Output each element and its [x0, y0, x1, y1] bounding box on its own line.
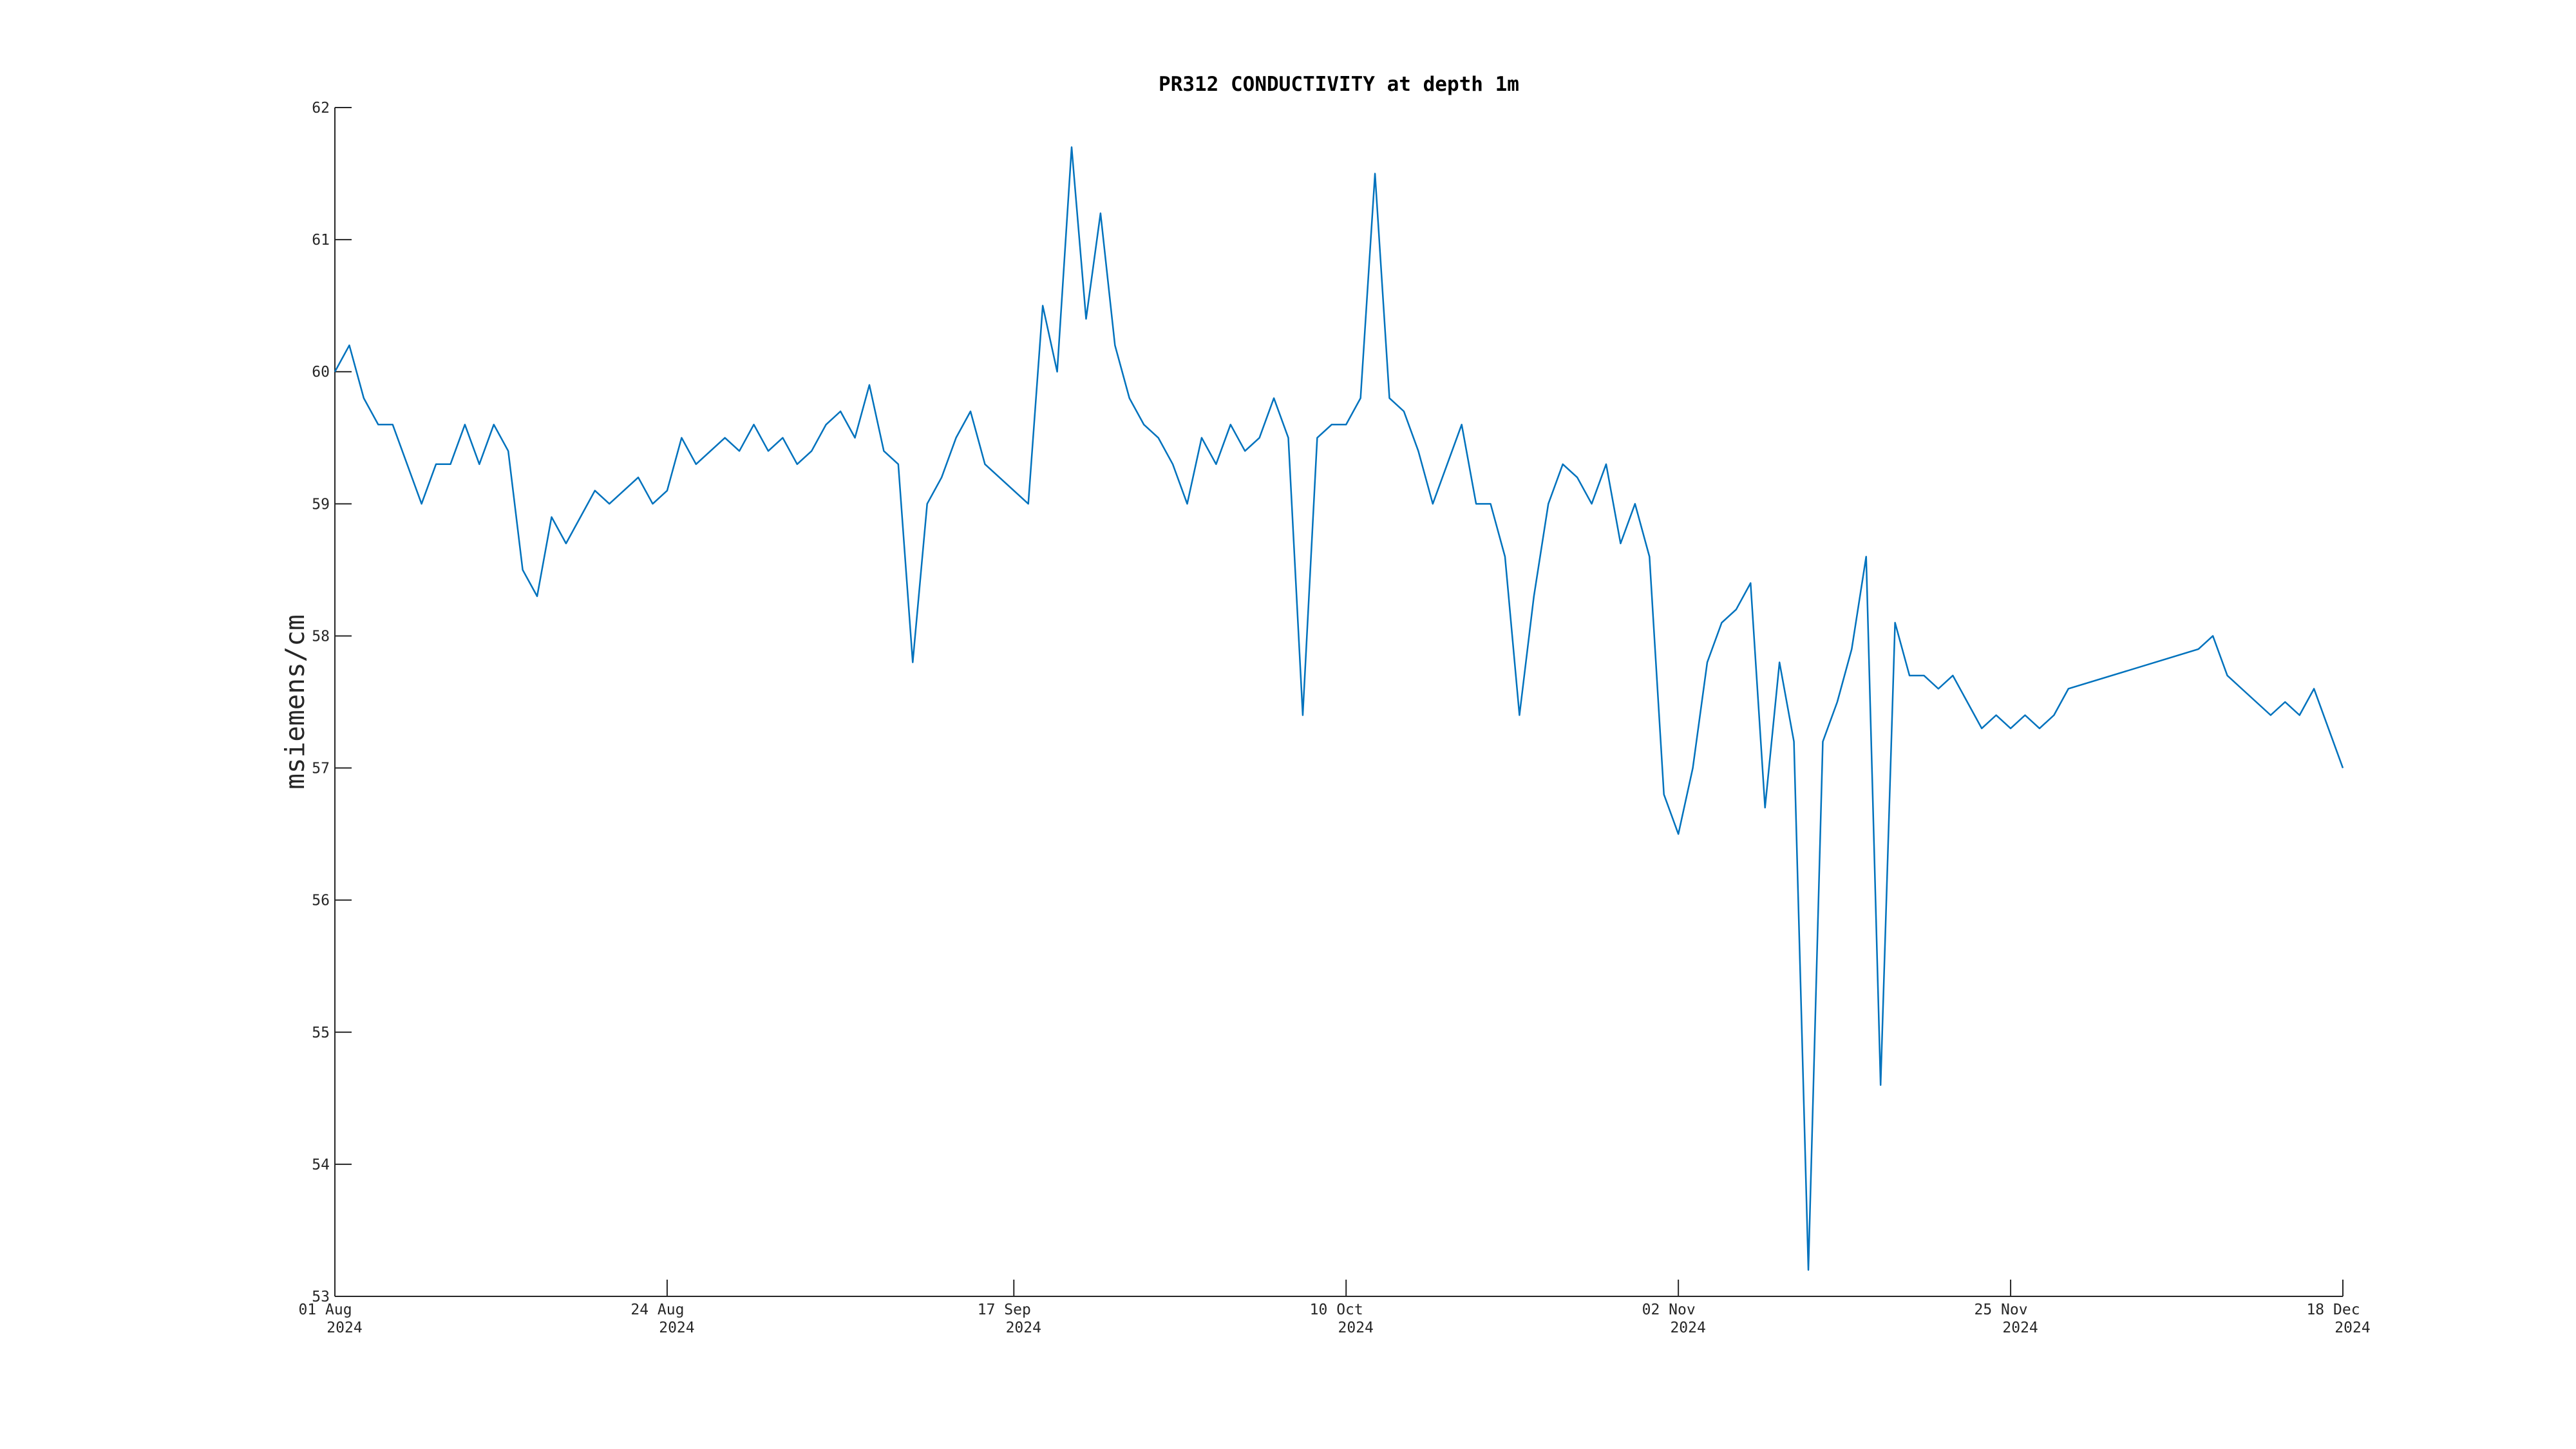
- y-tick-label: 55: [312, 1025, 330, 1041]
- x-tick-label-year: 2024: [1006, 1320, 1041, 1336]
- x-tick-label-date: 10 Oct: [1310, 1302, 1363, 1318]
- chart-title: PR312 CONDUCTIVITY at depth 1m: [1159, 73, 1519, 96]
- x-tick-label: 10 Oct 2024: [1310, 1302, 1374, 1336]
- y-tick-label: 62: [312, 100, 330, 117]
- x-tick-label-year: 2024: [1338, 1320, 1374, 1336]
- x-tick-label-date: 02 Nov: [1642, 1302, 1696, 1318]
- x-tick-label: 02 Nov 2024: [1642, 1302, 1706, 1336]
- y-tick-label: 60: [312, 364, 330, 381]
- x-tick-label-year: 2024: [659, 1320, 694, 1336]
- x-tick-label-year: 2024: [2334, 1320, 2370, 1336]
- data-line: [334, 146, 2344, 1271]
- y-tick-label: 59: [312, 496, 330, 513]
- x-tick-label-date: 17 Sep: [978, 1302, 1031, 1318]
- x-tick-label-date: 25 Nov: [1975, 1302, 2028, 1318]
- x-tick-label: 24 Aug 2024: [630, 1302, 694, 1336]
- x-tick-label-year: 2024: [2002, 1320, 2038, 1336]
- x-tick-label: 17 Sep 2024: [978, 1302, 1041, 1336]
- y-tick-label: 57: [312, 761, 330, 777]
- y-tick-label: 58: [312, 628, 330, 645]
- x-tick-label: 18 Dec 2024: [2306, 1302, 2370, 1336]
- y-axis-label: msiemens/cm: [279, 614, 310, 790]
- y-tick-label: 61: [312, 232, 330, 249]
- x-tick-label: 01 Aug 2024: [298, 1302, 362, 1336]
- x-tick-label-date: 24 Aug: [630, 1302, 684, 1318]
- x-tick-label-year: 2024: [1670, 1320, 1705, 1336]
- x-tick-label: 25 Nov 2024: [1975, 1302, 2038, 1336]
- x-tick-label-date: 01 Aug: [298, 1302, 352, 1318]
- y-tick-label: 53: [312, 1289, 330, 1305]
- x-tick-label-date: 18 Dec: [2306, 1302, 2360, 1318]
- y-tick-label: 54: [312, 1157, 330, 1173]
- y-tick-label: 56: [312, 893, 330, 909]
- x-tick-label-year: 2024: [327, 1320, 362, 1336]
